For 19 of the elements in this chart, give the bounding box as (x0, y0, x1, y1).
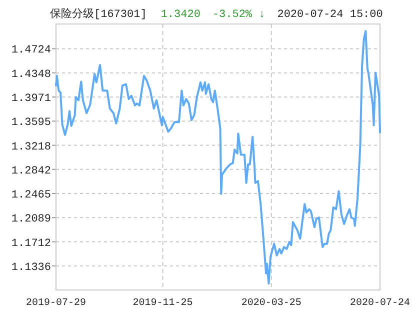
x-tick-label: 2020-03-25 (241, 298, 302, 309)
y-tick-label: 1.1336 (11, 262, 51, 274)
x-tick-label: 2020-07-24 (350, 298, 410, 309)
chart-title: 保险分级[167301] (50, 8, 147, 21)
text: -3.52% ↓ (212, 9, 266, 21)
y-tick-label: 1.2842 (11, 165, 51, 178)
x-tick-label: 2019-11-25 (132, 298, 193, 309)
y-tick-label: 1.1712 (11, 238, 51, 250)
line-series (55, 30, 381, 285)
y-tick-label: 1.3595 (11, 117, 51, 130)
y-tick-label: 1.3218 (11, 141, 51, 154)
text: 2020-07-24 15:00 (277, 9, 383, 21)
y-tick-label: 1.3971 (11, 93, 52, 106)
text: 1.3420 (160, 9, 200, 21)
x-tick-label: 2019-07-29 (26, 298, 86, 309)
y-tick-label: 1.4348 (11, 68, 51, 81)
y-tick-label: 1.2465 (11, 190, 51, 202)
y-tick-label: 1.2089 (11, 214, 51, 226)
y-tick-label: 1.4724 (11, 44, 52, 57)
